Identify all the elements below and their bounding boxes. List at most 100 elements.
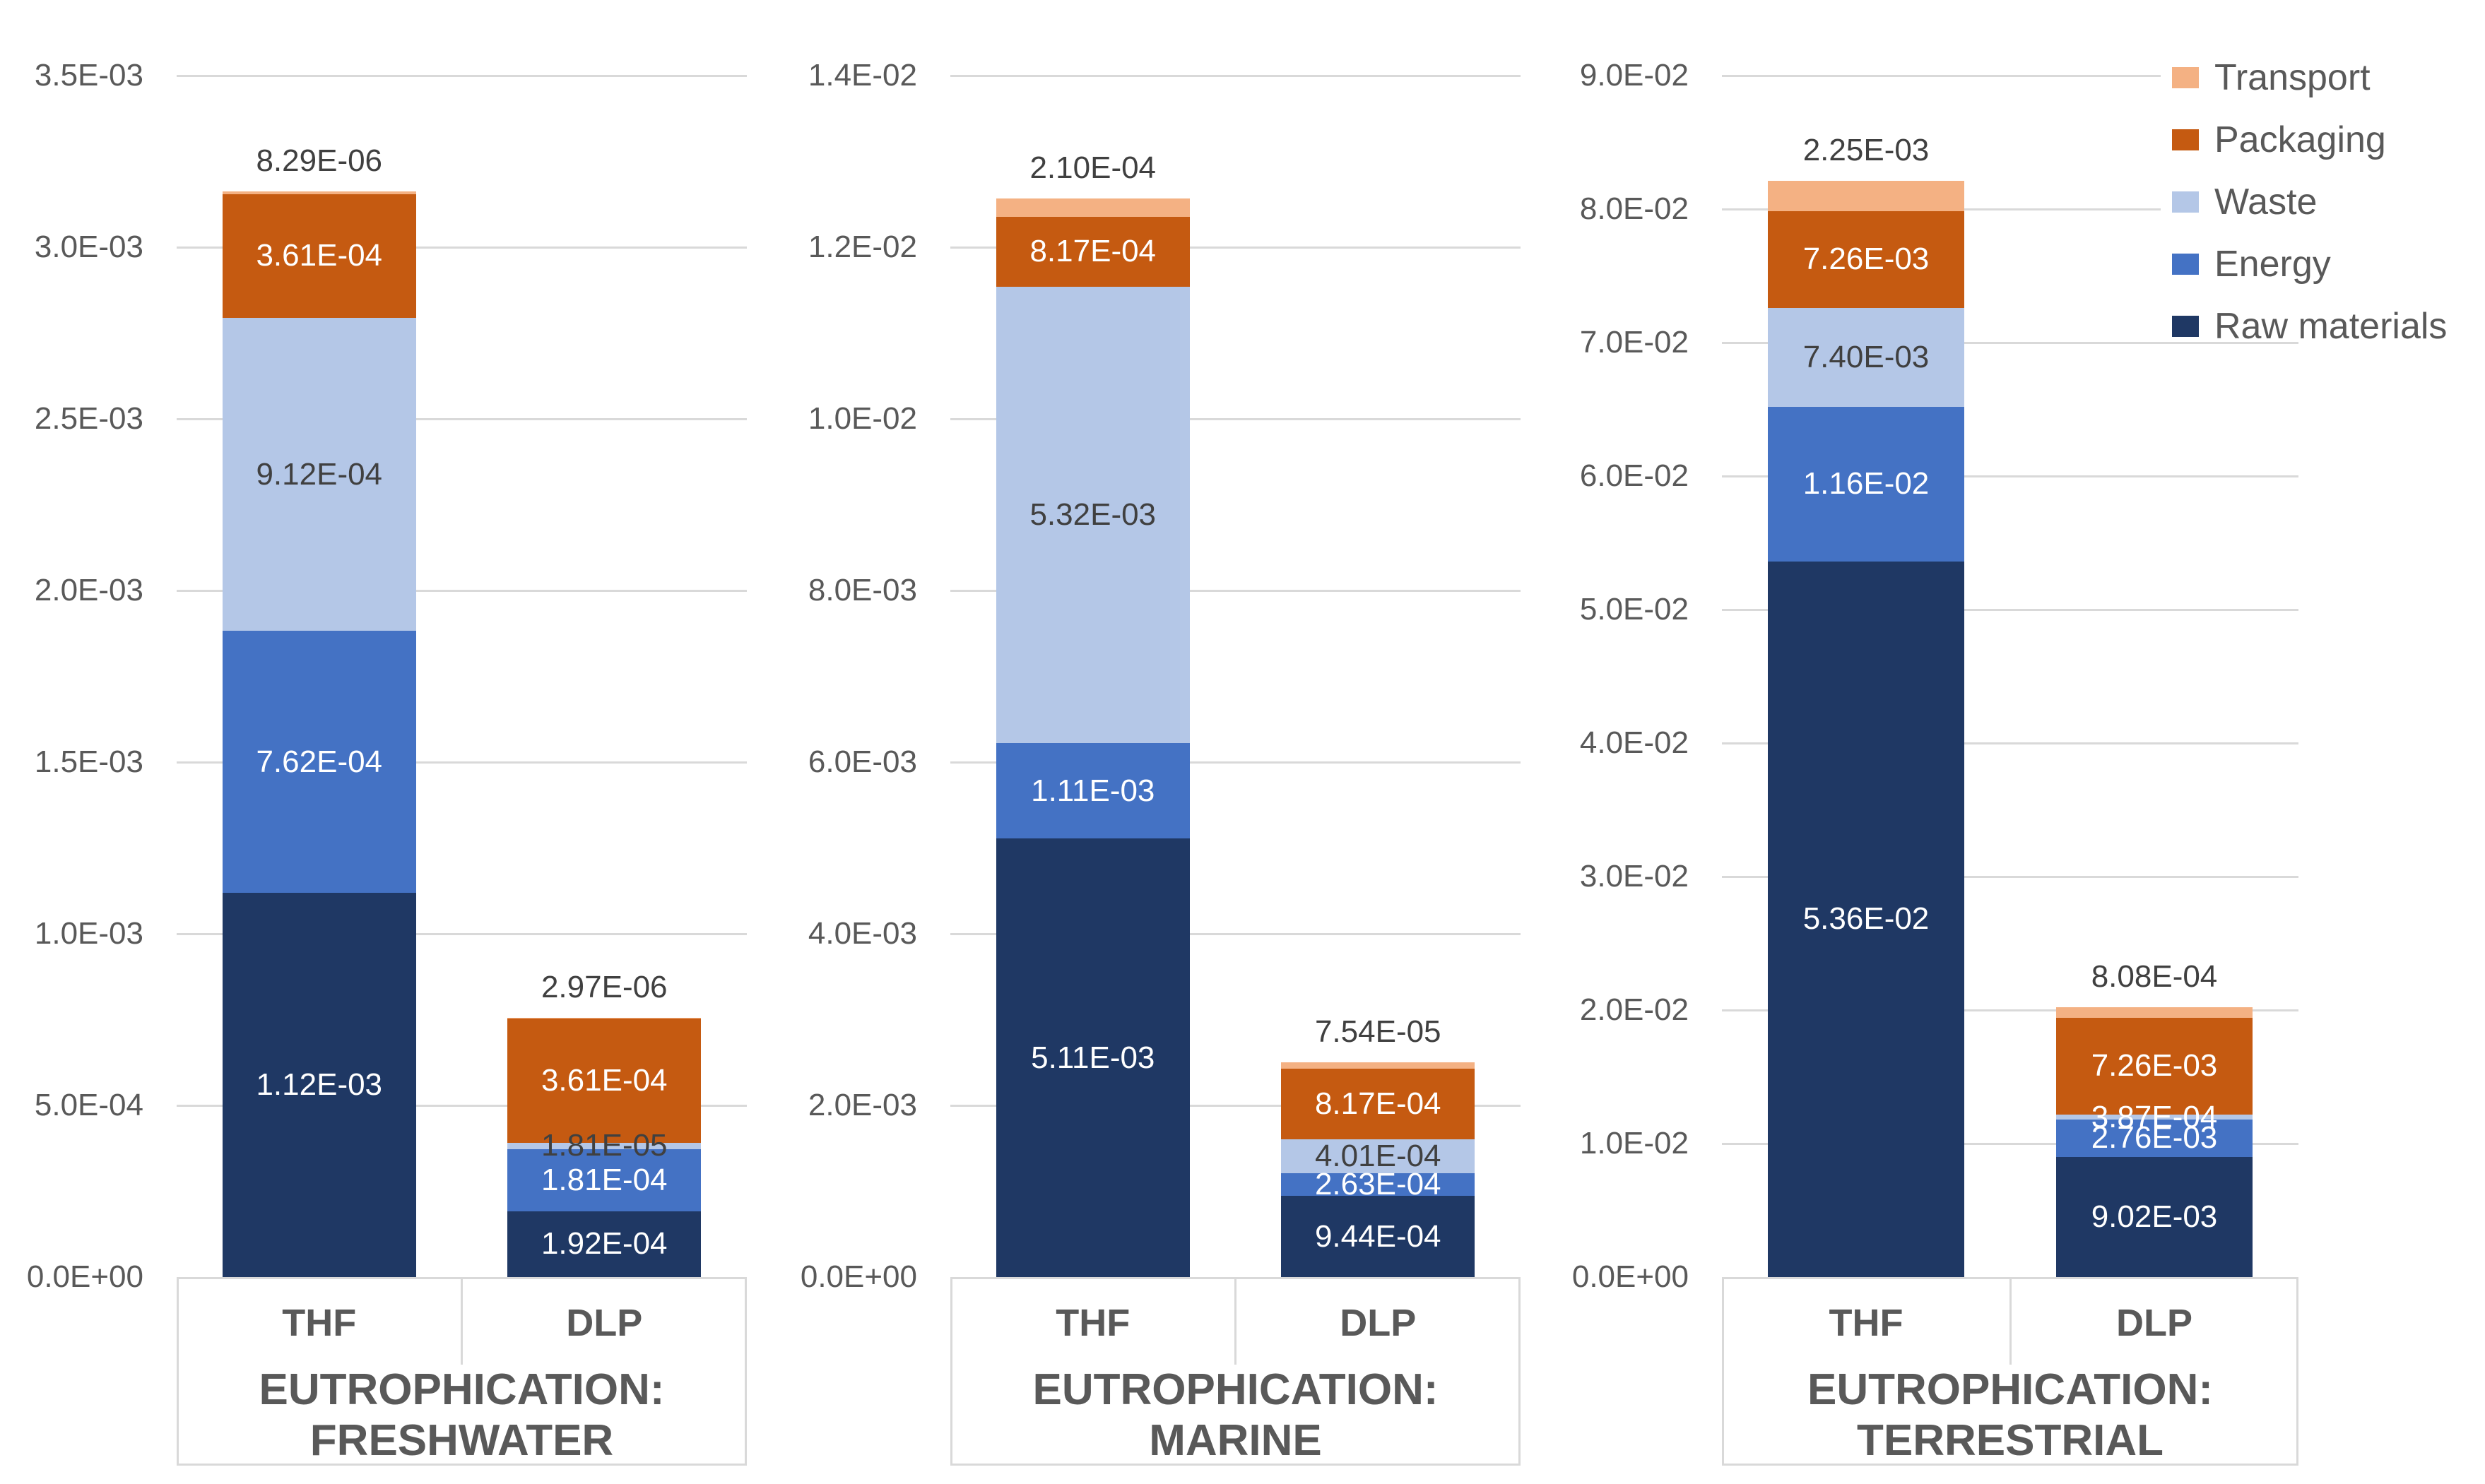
above-bar-data-label: 2.10E-04 — [1029, 150, 1157, 186]
y-gridline — [1722, 208, 2298, 210]
y-gridline — [1722, 608, 2298, 611]
bar-segment-packaging — [1768, 210, 1964, 308]
y-gridline — [177, 761, 747, 764]
y-tick-label: 2.0E-02 — [1579, 992, 1689, 1027]
category-axis-box — [1722, 1277, 2298, 1466]
y-tick-label: 8.0E-03 — [808, 573, 917, 607]
data-label-packaging: 3.61E-04 — [256, 238, 383, 273]
bar-segment-raw-materials — [1768, 561, 1964, 1277]
category-separator — [2009, 1279, 2012, 1365]
bar-segment-waste — [996, 286, 1190, 744]
y-gridline — [950, 1104, 1521, 1107]
data-label-waste: 7.40E-03 — [1802, 339, 1930, 374]
data-label-energy: 2.63E-04 — [1314, 1167, 1441, 1202]
category-label-dlp: DLP — [2116, 1302, 2192, 1344]
legend-swatch-transport — [2172, 67, 2199, 88]
y-gridline — [1722, 1142, 2298, 1145]
y-gridline — [950, 74, 1521, 77]
y-tick-label: 9.0E-02 — [1579, 58, 1689, 93]
data-label-raw-materials: 1.92E-04 — [541, 1226, 668, 1262]
legend-label: Packaging — [2214, 119, 2386, 160]
y-gridline — [1722, 74, 2298, 77]
group-title-line: EUTROPHICATION: — [1807, 1365, 2214, 1414]
data-label-energy: 1.81E-04 — [541, 1162, 668, 1197]
group-title-line: TERRESTRIAL — [1857, 1415, 2164, 1465]
group-title-line: EUTROPHICATION: — [259, 1365, 665, 1414]
bar-segment-energy — [1768, 406, 1964, 562]
y-gridline — [177, 74, 747, 77]
legend-label: Raw materials — [2214, 306, 2448, 347]
data-label-packaging: 7.26E-03 — [1802, 242, 1930, 277]
data-label-waste: 1.81E-05 — [541, 1128, 668, 1163]
group-title: EUTROPHICATION: TERRESTRIAL — [1722, 1365, 2298, 1466]
bar-segment-waste — [1768, 307, 1964, 407]
legend-swatch-waste — [2172, 191, 2199, 213]
above-bar-data-label: 8.08E-04 — [2091, 958, 2218, 994]
bar-segment-packaging — [2056, 1017, 2253, 1115]
legend-swatch-packaging — [2172, 129, 2199, 150]
data-label-packaging: 3.61E-04 — [541, 1063, 668, 1098]
legend-item-energy: Energy — [2161, 244, 2485, 316]
y-tick-label: 1.4E-02 — [808, 58, 917, 93]
bar-segment-waste — [1281, 1139, 1475, 1174]
bar-segment-waste — [222, 318, 416, 631]
bar-segment-transport — [222, 191, 416, 194]
y-tick-label: 0.0E+00 — [1571, 1259, 1689, 1294]
y-tick-label: 2.0E-03 — [808, 1088, 917, 1122]
y-tick-label: 0.0E+00 — [800, 1259, 917, 1294]
bar-segment-raw-materials — [507, 1211, 702, 1277]
category-label-dlp: DLP — [566, 1302, 643, 1344]
y-gridline — [1722, 742, 2298, 744]
legend-label: Transport — [2214, 57, 2371, 98]
category-label-thf: THF — [1056, 1302, 1131, 1344]
y-gridline — [177, 932, 747, 935]
bar-segment-transport — [1281, 1062, 1475, 1069]
bar-segment-energy — [1281, 1173, 1475, 1197]
group-title: EUTROPHICATION: FRESHWATER — [177, 1365, 747, 1466]
legend-swatch-raw-materials — [2172, 316, 2199, 337]
data-label-waste: 5.32E-03 — [1029, 497, 1157, 533]
bar-segment-transport — [507, 1017, 702, 1019]
group-title-line: FRESHWATER — [309, 1415, 614, 1465]
data-label-energy: 1.16E-02 — [1802, 466, 1930, 501]
bar-segment-waste — [2056, 1115, 2253, 1120]
category-axis-box — [177, 1277, 747, 1466]
group-title: EUTROPHICATION: MARINE — [950, 1365, 1521, 1466]
data-label-waste: 9.12E-04 — [256, 456, 383, 492]
legend-item-transport: Transport — [2161, 57, 2485, 129]
bar-segment-raw-materials — [222, 892, 416, 1277]
y-tick-label: 1.2E-02 — [808, 230, 917, 264]
data-label-raw-materials: 9.02E-03 — [2091, 1199, 2218, 1234]
y-gridline — [950, 589, 1521, 592]
y-tick-label: 1.0E-02 — [808, 401, 917, 436]
legend-swatch-energy — [2172, 254, 2199, 275]
bar-segment-packaging — [222, 194, 416, 319]
y-gridline — [1722, 475, 2298, 477]
legend-item-packaging: Packaging — [2161, 119, 2485, 191]
data-label-waste: 4.01E-04 — [1314, 1138, 1441, 1173]
y-tick-label: 1.0E-03 — [34, 916, 143, 951]
category-label-dlp: DLP — [1340, 1302, 1417, 1344]
y-tick-label: 4.0E-03 — [808, 916, 917, 951]
legend-item-raw-materials: Raw materials — [2161, 306, 2485, 378]
data-label-packaging: 8.17E-04 — [1029, 234, 1157, 269]
y-tick-label: 3.5E-03 — [34, 58, 143, 93]
bar-segment-transport — [2056, 1007, 2253, 1018]
data-label-energy: 1.11E-03 — [1031, 773, 1155, 808]
above-bar-data-label: 8.29E-06 — [256, 143, 383, 178]
y-tick-label: 7.0E-02 — [1579, 325, 1689, 360]
data-label-waste: 3.87E-04 — [2091, 1099, 2218, 1134]
above-bar-data-label: 7.54E-05 — [1314, 1014, 1441, 1050]
y-tick-label: 4.0E-02 — [1579, 725, 1689, 760]
category-separator — [461, 1279, 463, 1365]
y-gridline — [950, 761, 1521, 764]
legend-label: Waste — [2214, 182, 2318, 222]
y-gridline — [950, 417, 1521, 420]
data-label-raw-materials: 9.44E-04 — [1314, 1218, 1441, 1254]
bar-segment-energy — [2056, 1120, 2253, 1157]
above-bar-data-label: 2.97E-06 — [541, 970, 668, 1005]
data-label-raw-materials: 5.11E-03 — [1031, 1040, 1155, 1075]
bar-segment-raw-materials — [1281, 1196, 1475, 1277]
y-tick-label: 2.0E-03 — [34, 573, 143, 607]
